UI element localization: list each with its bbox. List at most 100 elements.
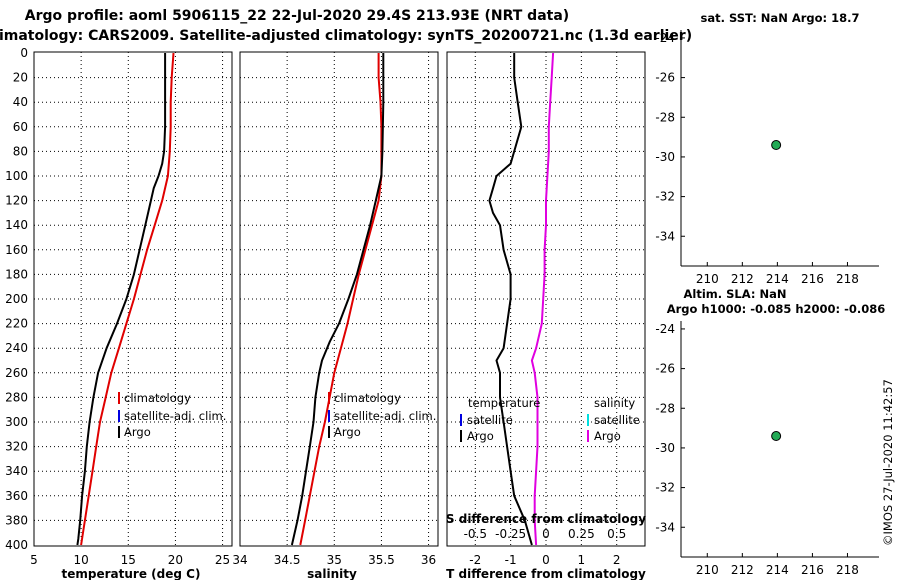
y-tick-label: 40 (13, 95, 28, 109)
y-tick-label: 180 (5, 267, 28, 281)
x-tick-label-top: -0.5 (464, 527, 487, 541)
x-tick-label: 10 (74, 553, 89, 567)
legend-label: Argo (124, 425, 151, 439)
series-argo-line (290, 53, 385, 546)
x-tick-label: 0 (542, 553, 550, 567)
legend-label: satellite (594, 413, 640, 427)
y-tick-label: -24 (655, 31, 675, 45)
y-tick-label: 300 (5, 415, 28, 429)
legend-label: Argo (594, 429, 621, 443)
x-tick-label: 216 (801, 563, 824, 577)
x-tick-label: 36 (421, 553, 436, 567)
y-tick-label: 200 (5, 292, 28, 306)
y-tick-label: -30 (655, 441, 675, 455)
y-tick-label: -24 (655, 322, 675, 336)
x-axis-label: T difference from climatology (446, 567, 646, 580)
x-tick-label: 34 (232, 553, 247, 567)
x-tick-label-top: -0.25 (495, 527, 526, 541)
series-t-difference-line (488, 53, 533, 546)
y-tick-label: 260 (5, 366, 28, 380)
x-tick-label: 210 (696, 563, 719, 577)
y-tick-label: -28 (655, 401, 675, 415)
x-tick-label: 35 (327, 553, 342, 567)
x-tick-label: 214 (766, 272, 789, 286)
x-tick-label: -2 (469, 553, 481, 567)
y-tick-label: -34 (655, 229, 675, 243)
figure-title-line1: Argo profile: aoml 5906115_22 22-Jul-202… (25, 8, 569, 24)
imos-timestamp-watermark: ©IMOS 27-Jul-2020 11:42:57 (881, 379, 895, 546)
x-tick-label: 15 (121, 553, 136, 567)
y-tick-label: 120 (5, 194, 28, 208)
series-climatology-line (80, 52, 175, 546)
y-tick-label: 160 (5, 243, 28, 257)
x-tick-label: 25 (215, 553, 230, 567)
x-tick-label-top: 0 (542, 527, 550, 541)
y-tick-label: 60 (13, 120, 28, 134)
x-tick-label: 216 (801, 272, 824, 286)
argo-float-position-marker (771, 431, 782, 442)
legend-title-temperature: temperature (468, 396, 540, 410)
argo-float-position-marker (771, 140, 782, 151)
y-tick-label: -26 (655, 71, 675, 85)
map-panel-sla-map: -24 -26 -28 -30 -32 -34 210 212 214 216 218 (655, 321, 879, 577)
x-tick-label: 35.5 (368, 553, 395, 567)
sla-map-title-line2: Argo h1000: -0.085 h2000: -0.086 (667, 302, 886, 316)
y-tick-label: 220 (5, 317, 28, 331)
x-tick-label: 210 (696, 272, 719, 286)
x-tick-label: 212 (731, 272, 754, 286)
figure-title-line2: Climatology: CARS2009. Satellite-adjuste… (0, 28, 692, 44)
legend-label: climatology (334, 391, 401, 405)
y-tick-label: 280 (5, 390, 28, 404)
x-tick-label: 20 (168, 553, 183, 567)
legend-label: satellite (467, 413, 513, 427)
legend-label: satellite-adj. clim. (124, 409, 226, 423)
y-tick-label: 320 (5, 440, 28, 454)
x-tick-label: 5 (30, 553, 38, 567)
x-tick-label-top: 0.5 (607, 527, 626, 541)
y-tick-label: -32 (655, 481, 675, 495)
profile-panel-salinity-profile: 34 34.5 35 35.5 36 salinity climatology satelli… (232, 51, 439, 580)
profile-panel-difference-profile: -2 -1 0 1 2T difference from climatology S di… (446, 51, 646, 580)
y-tick-label: -26 (655, 362, 675, 376)
legend-label: satellite-adj. clim. (334, 409, 436, 423)
y-tick-label: 80 (13, 144, 28, 158)
y-tick-label: -32 (655, 190, 675, 204)
x-tick-label: -1 (505, 553, 517, 567)
y-tick-label: 400 (5, 538, 28, 552)
x-axis-label: salinity (307, 567, 357, 580)
x-tick-label: 218 (836, 272, 859, 286)
y-tick-label: 380 (5, 513, 28, 527)
x-tick-label: 218 (836, 563, 859, 577)
y-tick-label: 20 (13, 71, 28, 85)
y-tick-label: 240 (5, 341, 28, 355)
y-tick-label: 0 (20, 46, 28, 60)
y-tick-label: 360 (5, 489, 28, 503)
legend-title-salinity: salinity (594, 396, 635, 410)
series-argo-line (76, 53, 167, 546)
sla-map-title-line1: Altim. SLA: NaN (684, 287, 787, 301)
x-tick-label: 212 (731, 563, 754, 577)
y-tick-label: 100 (5, 169, 28, 183)
x-axis-label-top: S difference from climatology (446, 512, 646, 526)
profile-panel-temperature-profile: 5 10 15 20 25 temperature (deg C) 0 20 40 60 80 100… (5, 46, 233, 580)
y-tick-label: 140 (5, 218, 28, 232)
x-tick-label: 34.5 (274, 553, 301, 567)
y-tick-label: -30 (655, 150, 675, 164)
legend-label: Argo (467, 429, 494, 443)
y-tick-label: -34 (655, 520, 675, 534)
legend-label: climatology (124, 391, 191, 405)
x-tick-label: 1 (578, 553, 586, 567)
x-tick-label: 214 (766, 563, 789, 577)
x-tick-label: 2 (613, 553, 621, 567)
map-panel-sst-map: -24 -26 -28 -30 -32 -34 210 212 214 216 218 (655, 30, 879, 286)
x-tick-label-top: 0.25 (568, 527, 595, 541)
y-tick-label: 340 (5, 464, 28, 478)
y-tick-label: -28 (655, 110, 675, 124)
sst-map-title: sat. SST: NaN Argo: 18.7 (700, 11, 859, 25)
x-axis-label: temperature (deg C) (62, 567, 201, 580)
series-s-difference-line (530, 52, 555, 546)
legend-label: Argo (334, 425, 361, 439)
series-climatology-line (299, 53, 383, 546)
